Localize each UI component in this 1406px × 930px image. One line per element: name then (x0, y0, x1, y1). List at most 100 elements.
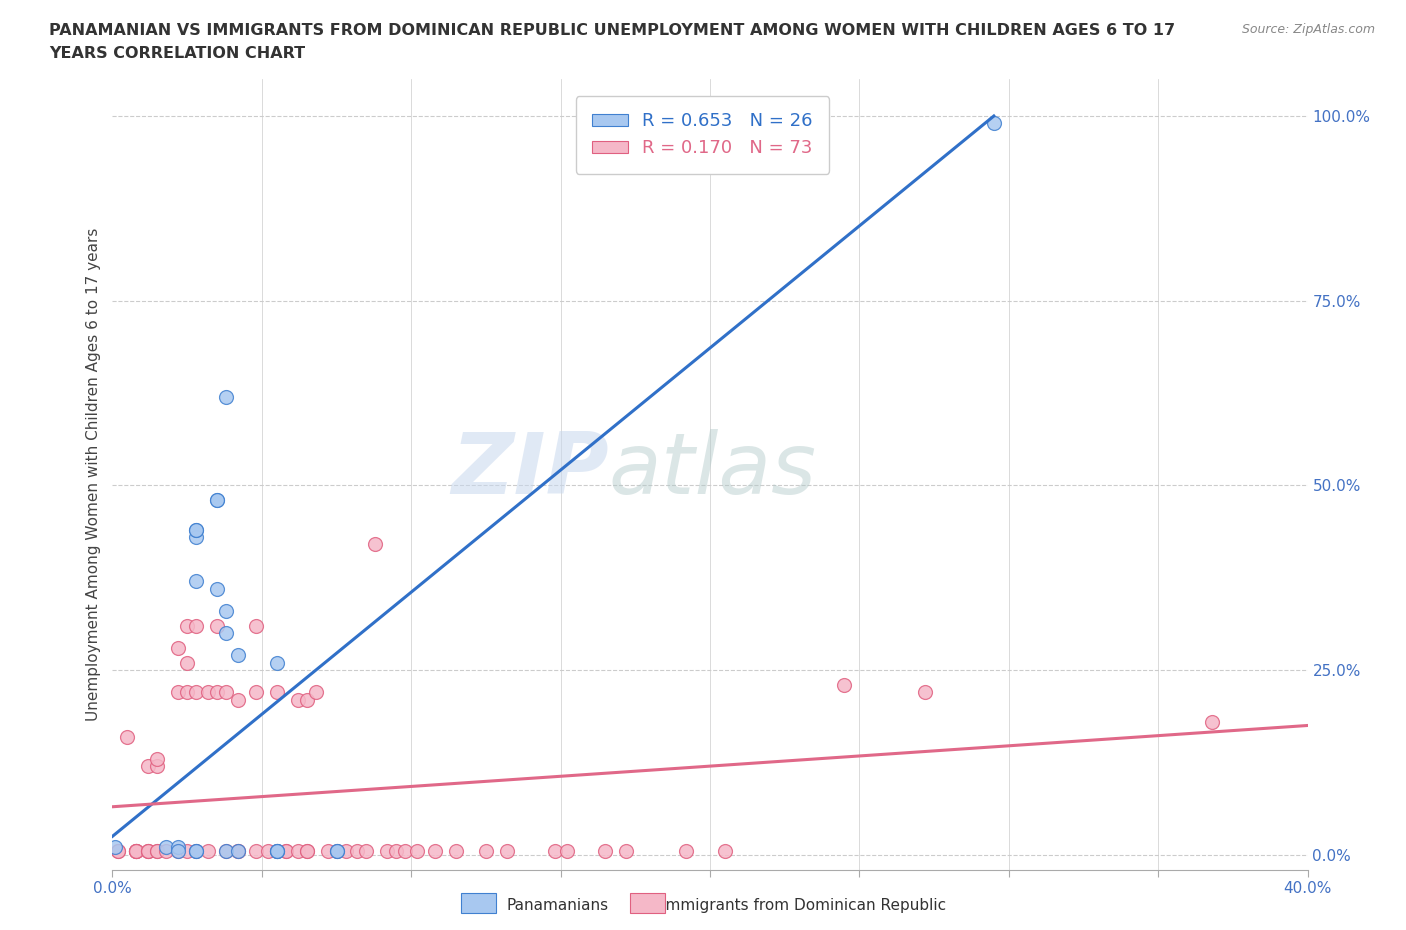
Point (543, 844, 565, 858)
Point (266, 844, 288, 858)
Point (146, 844, 169, 858)
Y-axis label: Unemployment Among Women with Children Ages 6 to 17 years: Unemployment Among Women with Children A… (86, 228, 101, 721)
Text: PANAMANIAN VS IMMIGRANTS FROM DOMINICAN REPUBLIC UNEMPLOYMENT AMONG WOMEN WITH C: PANAMANIAN VS IMMIGRANTS FROM DOMINICAN … (49, 23, 1175, 38)
Point (335, 844, 357, 858)
Point (274, 844, 297, 858)
Point (125, 844, 148, 858)
Point (186, 684, 208, 699)
Point (616, 844, 638, 858)
Point (197, 844, 219, 858)
Point (107, 844, 129, 858)
Point (226, 844, 249, 858)
Point (215, 844, 238, 858)
Point (186, 523, 208, 538)
Point (983, 116, 1005, 131)
Point (176, 656, 198, 671)
Point (245, 844, 267, 858)
Point (834, 677, 856, 692)
Point (226, 844, 249, 858)
Point (167, 641, 190, 656)
Point (205, 493, 228, 508)
Point (186, 574, 208, 589)
Point (1201, 714, 1223, 729)
Point (266, 844, 288, 858)
Point (117, 729, 139, 744)
Text: Panamanians: Panamanians (506, 898, 609, 913)
Point (555, 844, 578, 858)
Point (186, 844, 208, 858)
Point (287, 844, 309, 858)
Point (914, 684, 936, 699)
Point (675, 844, 697, 858)
Point (714, 844, 737, 858)
Point (325, 844, 347, 858)
Text: Source: ZipAtlas.com: Source: ZipAtlas.com (1241, 23, 1375, 36)
Point (215, 604, 238, 618)
Point (215, 844, 238, 858)
Point (377, 844, 399, 858)
Point (125, 844, 148, 858)
Point (226, 648, 249, 663)
Point (205, 581, 228, 596)
Point (186, 530, 208, 545)
Point (266, 656, 288, 671)
Point (325, 844, 347, 858)
Point (167, 840, 190, 855)
Point (215, 390, 238, 405)
Point (186, 844, 208, 858)
Text: ZIP: ZIP (451, 429, 609, 512)
Point (595, 844, 617, 858)
Point (266, 844, 288, 858)
Point (146, 844, 169, 858)
Point (496, 844, 519, 858)
Point (245, 684, 267, 699)
Point (205, 684, 228, 699)
Point (295, 844, 318, 858)
Point (197, 684, 219, 699)
Point (146, 751, 169, 766)
Point (394, 844, 416, 858)
Point (356, 844, 378, 858)
Point (138, 844, 160, 858)
Point (215, 684, 238, 699)
Point (186, 523, 208, 538)
Point (138, 844, 160, 858)
Point (155, 844, 177, 858)
Point (274, 844, 297, 858)
Point (305, 684, 328, 699)
Point (176, 684, 198, 699)
Text: atlas: atlas (609, 429, 817, 512)
Point (406, 844, 429, 858)
Point (325, 844, 347, 858)
Legend: R = 0.653   N = 26, R = 0.170   N = 73: R = 0.653 N = 26, R = 0.170 N = 73 (575, 96, 830, 174)
Text: YEARS CORRELATION CHART: YEARS CORRELATION CHART (49, 46, 305, 61)
Point (107, 844, 129, 858)
Point (186, 618, 208, 633)
Point (155, 840, 177, 855)
Point (226, 844, 249, 858)
Text: Immigrants from Dominican Republic: Immigrants from Dominican Republic (661, 898, 946, 913)
Point (295, 692, 318, 707)
Point (167, 684, 190, 699)
Point (266, 844, 288, 858)
Point (364, 537, 387, 551)
Point (444, 844, 467, 858)
Point (125, 844, 148, 858)
Point (226, 692, 249, 707)
Point (138, 759, 160, 774)
Point (167, 844, 190, 858)
Point (295, 844, 318, 858)
Point (316, 844, 339, 858)
Point (138, 844, 160, 858)
Point (186, 844, 208, 858)
Point (167, 844, 190, 858)
Point (346, 844, 368, 858)
Point (287, 692, 309, 707)
Point (385, 844, 408, 858)
Point (475, 844, 498, 858)
Point (176, 844, 198, 858)
Point (257, 844, 280, 858)
Point (245, 618, 267, 633)
Point (266, 684, 288, 699)
Point (125, 844, 148, 858)
